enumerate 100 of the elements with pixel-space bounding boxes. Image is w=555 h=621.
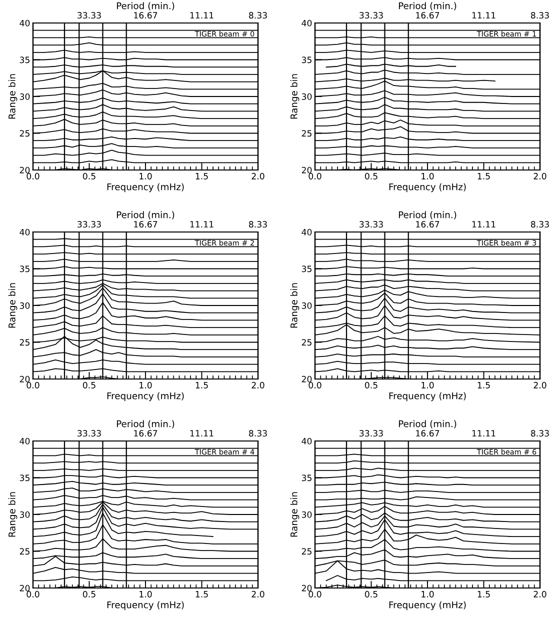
x-axis-title: Frequency (mHz) bbox=[107, 601, 184, 610]
y-tick-label: 30 bbox=[302, 93, 312, 100]
y-tick-label: 40 bbox=[20, 438, 30, 444]
x-tick-label: 0.0 bbox=[308, 590, 322, 598]
x2-axis-title: Period (min.) bbox=[398, 420, 456, 428]
x-tick-label: 0.5 bbox=[82, 590, 96, 598]
y-tick-label: 35 bbox=[302, 266, 312, 272]
text: 8.33 bbox=[530, 430, 549, 437]
text: 11.11 bbox=[472, 12, 496, 18]
x-tick-label: 1.5 bbox=[196, 382, 208, 388]
y-tick-label: 40 bbox=[20, 20, 30, 26]
text: 8.33 bbox=[530, 221, 549, 228]
y-tick-label: 40 bbox=[302, 20, 312, 26]
y-axis-title: Range bin bbox=[290, 283, 300, 328]
y-tick-label: 25 bbox=[302, 130, 312, 137]
text: 8.33 bbox=[248, 12, 267, 19]
x-axis-title: Frequency (mHz) bbox=[107, 183, 184, 192]
x-tick-label: 1.0 bbox=[422, 382, 434, 388]
x-tick-label: 1.0 bbox=[140, 590, 152, 598]
x-tick-label: 2.0 bbox=[534, 382, 546, 388]
x-tick-label: 1.5 bbox=[196, 591, 208, 598]
x-tick-label: 0.5 bbox=[364, 590, 378, 598]
x-tick-label: 1.0 bbox=[140, 172, 152, 180]
y-tick-label: 20 bbox=[20, 584, 30, 592]
y-tick-label: 20 bbox=[20, 166, 30, 174]
text: 33.33 bbox=[78, 221, 101, 228]
x2-axis-title: Period (min.) bbox=[116, 2, 174, 10]
x-tick-label: 1.5 bbox=[478, 173, 490, 180]
x-tick-label: 0.0 bbox=[26, 172, 40, 180]
x2-axis-title: Period (min.) bbox=[398, 211, 456, 220]
text: 16.67 bbox=[134, 12, 158, 19]
y-tick-label: 30 bbox=[302, 302, 312, 309]
y-tick-label: 25 bbox=[302, 548, 312, 555]
y-tick-label: 20 bbox=[302, 166, 312, 174]
x-tick-label: 1.0 bbox=[422, 590, 434, 598]
text: 16.67 bbox=[416, 430, 440, 437]
y-tick-label: 20 bbox=[20, 376, 30, 382]
text: 16.67 bbox=[134, 221, 158, 228]
text: 33.33 bbox=[78, 12, 101, 19]
y-tick-label: 25 bbox=[20, 548, 30, 555]
text: 8.33 bbox=[248, 430, 267, 437]
x-tick-label: 0.0 bbox=[26, 590, 40, 598]
x2-axis-title: Period (min.) bbox=[116, 420, 174, 428]
y-tick-label: 30 bbox=[20, 511, 30, 518]
x2-axis-title: Period (min.) bbox=[116, 211, 174, 220]
text: 8.33 bbox=[530, 12, 549, 19]
x-tick-label: 2.0 bbox=[534, 172, 546, 180]
x-tick-label: 0.0 bbox=[308, 172, 322, 180]
y-tick-label: 35 bbox=[302, 56, 312, 64]
x-tick-label: 0.5 bbox=[364, 172, 378, 180]
y-tick-label: 20 bbox=[302, 376, 312, 382]
y-tick-label: 30 bbox=[20, 93, 30, 100]
text: 33.33 bbox=[78, 430, 101, 437]
y-tick-label: 40 bbox=[302, 228, 312, 236]
y-axis-title: Range bin bbox=[290, 74, 300, 119]
x-axis-title: Frequency (mHz) bbox=[389, 601, 466, 610]
text: 8.33 bbox=[248, 221, 267, 228]
text: 16.67 bbox=[416, 12, 440, 19]
x-tick-label: 0.5 bbox=[82, 172, 96, 180]
text: 16.67 bbox=[134, 430, 158, 437]
text: 33.33 bbox=[360, 221, 383, 228]
text: 11.11 bbox=[472, 430, 496, 436]
text: 11.11 bbox=[190, 430, 214, 436]
y-tick-label: 25 bbox=[20, 130, 30, 137]
y-tick-label: 30 bbox=[302, 511, 312, 518]
y-tick-label: 35 bbox=[20, 474, 30, 482]
y-axis-title: Range bin bbox=[8, 74, 18, 119]
x-tick-label: 0.0 bbox=[308, 382, 322, 388]
x-tick-label: 2.0 bbox=[534, 590, 546, 598]
x-tick-label: 2.0 bbox=[252, 172, 264, 180]
x-tick-label: 1.0 bbox=[140, 382, 152, 388]
x-axis-title: Frequency (mHz) bbox=[389, 392, 466, 402]
y-axis-title: Range bin bbox=[8, 492, 18, 537]
x-tick-label: 2.0 bbox=[252, 382, 264, 388]
y-axis-title: Range bin bbox=[8, 283, 18, 328]
y-tick-label: 35 bbox=[302, 474, 312, 482]
y-tick-label: 20 bbox=[302, 584, 312, 592]
x-tick-label: 1.0 bbox=[422, 172, 434, 180]
x2-axis-title: Period (min.) bbox=[398, 2, 456, 10]
y-tick-label: 35 bbox=[20, 56, 30, 64]
x-tick-label: 0.0 bbox=[26, 382, 40, 388]
y-tick-label: 35 bbox=[20, 266, 30, 272]
text: 11.11 bbox=[190, 221, 214, 228]
x-tick-label: 2.0 bbox=[252, 590, 264, 598]
y-axis-title: Range bin bbox=[290, 492, 300, 537]
text: 11.11 bbox=[190, 12, 214, 18]
text: 33.33 bbox=[360, 12, 383, 19]
text: 11.11 bbox=[472, 221, 496, 228]
text: 33.33 bbox=[360, 430, 383, 437]
y-tick-label: 40 bbox=[302, 438, 312, 444]
x-axis-title: Frequency (mHz) bbox=[107, 392, 184, 402]
y-tick-label: 25 bbox=[20, 339, 30, 346]
y-tick-label: 40 bbox=[20, 228, 30, 236]
x-tick-label: 0.5 bbox=[82, 382, 96, 388]
y-tick-label: 25 bbox=[302, 339, 312, 346]
x-tick-label: 1.5 bbox=[196, 173, 208, 180]
x-tick-label: 1.5 bbox=[478, 382, 490, 388]
text: 16.67 bbox=[416, 221, 440, 228]
x-axis-title: Frequency (mHz) bbox=[389, 183, 466, 192]
x-tick-label: 0.5 bbox=[364, 382, 378, 388]
